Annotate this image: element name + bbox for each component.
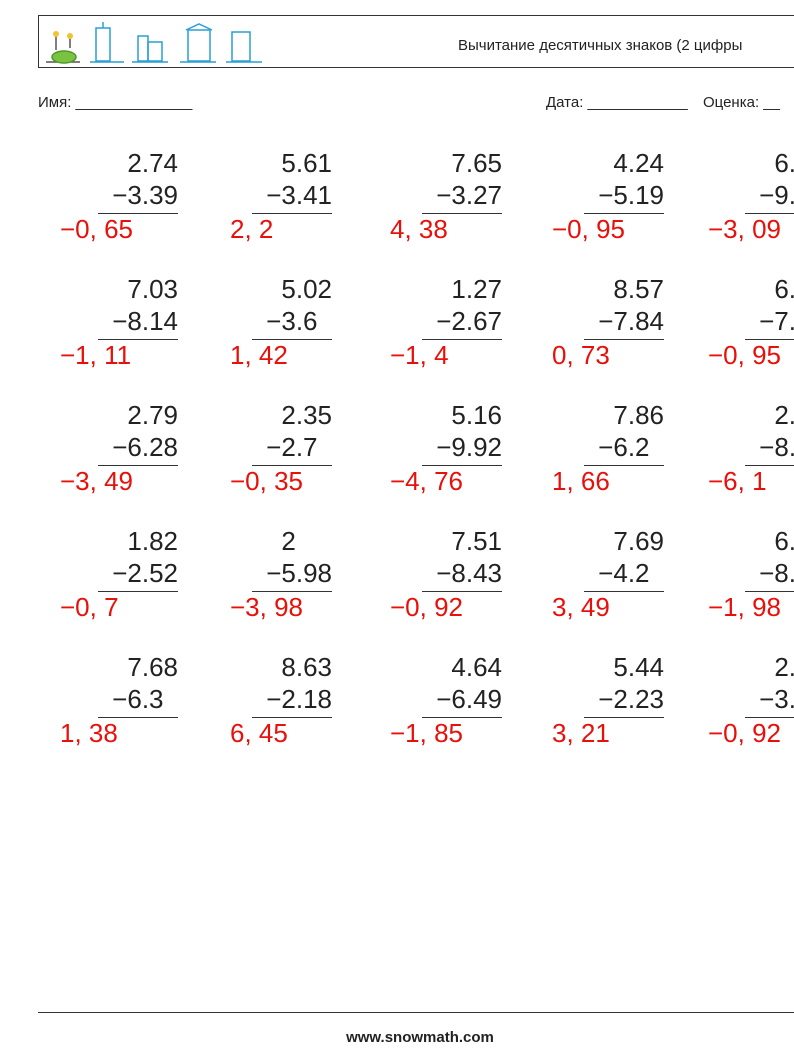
- minuend: 1.82: [127, 526, 178, 556]
- subtrahend: −3.27: [436, 180, 502, 210]
- minuend: 5.02: [281, 274, 332, 304]
- name-field: Имя: ______________: [38, 94, 193, 111]
- subtrahend: −2.67: [436, 306, 502, 336]
- subtrahend: −3.: [759, 684, 794, 714]
- minuend: 7.69: [613, 526, 664, 556]
- subtrahend: −2.23: [598, 684, 664, 714]
- minuend: 2: [281, 526, 295, 556]
- subtrahend: −3.39: [112, 180, 178, 210]
- minuend: 4.64: [451, 652, 502, 682]
- answer: 1, 38: [60, 718, 118, 748]
- minuend: 7.68: [127, 652, 178, 682]
- subtrahend: −3.41: [266, 180, 332, 210]
- subtrahend: −8.14: [112, 306, 178, 336]
- answer: 2, 2: [230, 214, 273, 244]
- subtrahend: −8.3: [759, 432, 794, 462]
- minuend: 6.: [774, 526, 794, 556]
- subtrahend: −7.84: [598, 306, 664, 336]
- minuend: 2.35: [281, 400, 332, 430]
- answer: −0, 65: [60, 214, 133, 244]
- answer: 1, 42: [230, 340, 288, 370]
- minuend: 7.03: [127, 274, 178, 304]
- subtrahend: −6.3: [112, 684, 163, 714]
- answer: 6, 45: [230, 718, 288, 748]
- subtrahend: −8.43: [436, 558, 502, 588]
- subtrahend: −5.19: [598, 180, 664, 210]
- answer: −1, 98: [708, 592, 781, 622]
- answer: −6, 1: [708, 466, 767, 496]
- answer: 3, 21: [552, 718, 610, 748]
- answer: −1, 85: [390, 718, 463, 748]
- answer: −0, 92: [390, 592, 463, 622]
- answer: 0, 73: [552, 340, 610, 370]
- subtrahend: −4.2: [598, 558, 649, 588]
- minuend: 7.51: [451, 526, 502, 556]
- answer: −0, 7: [60, 592, 119, 622]
- answer: −0, 95: [552, 214, 625, 244]
- answer: −4, 76: [390, 466, 463, 496]
- minuend: 6.: [774, 148, 794, 178]
- header-title: Вычитание десятичных знаков (2 цифры: [458, 37, 742, 54]
- subtrahend: −2.52: [112, 558, 178, 588]
- minuend: 1.27: [451, 274, 502, 304]
- date-field: Дата: ____________: [546, 94, 688, 111]
- minuend: 2.2: [774, 400, 794, 430]
- subtrahend: −9.92: [436, 432, 502, 462]
- minuend: 8.57: [613, 274, 664, 304]
- minuend: 2.74: [127, 148, 178, 178]
- answer: 3, 49: [552, 592, 610, 622]
- subtrahend: −6.28: [112, 432, 178, 462]
- answer: −3, 09: [708, 214, 781, 244]
- minuend: 2.: [774, 652, 794, 682]
- subtrahend: −8.: [759, 558, 794, 588]
- minuend: 8.63: [281, 652, 332, 682]
- subtrahend: −6.2: [598, 432, 649, 462]
- minuend: 4.24: [613, 148, 664, 178]
- minuend: 6.: [774, 274, 794, 304]
- subtrahend: −3.6: [266, 306, 317, 336]
- minuend: 2.79: [127, 400, 178, 430]
- subtrahend: −5.98: [266, 558, 332, 588]
- answer: −1, 11: [60, 340, 131, 370]
- subtrahend: −6.49: [436, 684, 502, 714]
- answer: −0, 92: [708, 718, 781, 748]
- answer: −3, 49: [60, 466, 133, 496]
- subtrahend: −7.: [759, 306, 794, 336]
- subtrahend: −9.: [759, 180, 794, 210]
- minuend: 7.86: [613, 400, 664, 430]
- score-field: Оценка: __: [703, 94, 781, 111]
- subtrahend: −2.18: [266, 684, 332, 714]
- header-icons: [46, 22, 262, 63]
- minuend: 5.61: [281, 148, 332, 178]
- answer: −0, 35: [230, 466, 303, 496]
- answer: −1, 4: [390, 340, 449, 370]
- subtrahend: −2.7: [266, 432, 317, 462]
- answer: 4, 38: [390, 214, 448, 244]
- answer: −3, 98: [230, 592, 303, 622]
- minuend: 5.44: [613, 652, 664, 682]
- minuend: 7.65: [451, 148, 502, 178]
- answer: −0, 95: [708, 340, 781, 370]
- footer-site: www.snowmath.com: [345, 1029, 494, 1046]
- answer: 1, 66: [552, 466, 610, 496]
- minuend: 5.16: [451, 400, 502, 430]
